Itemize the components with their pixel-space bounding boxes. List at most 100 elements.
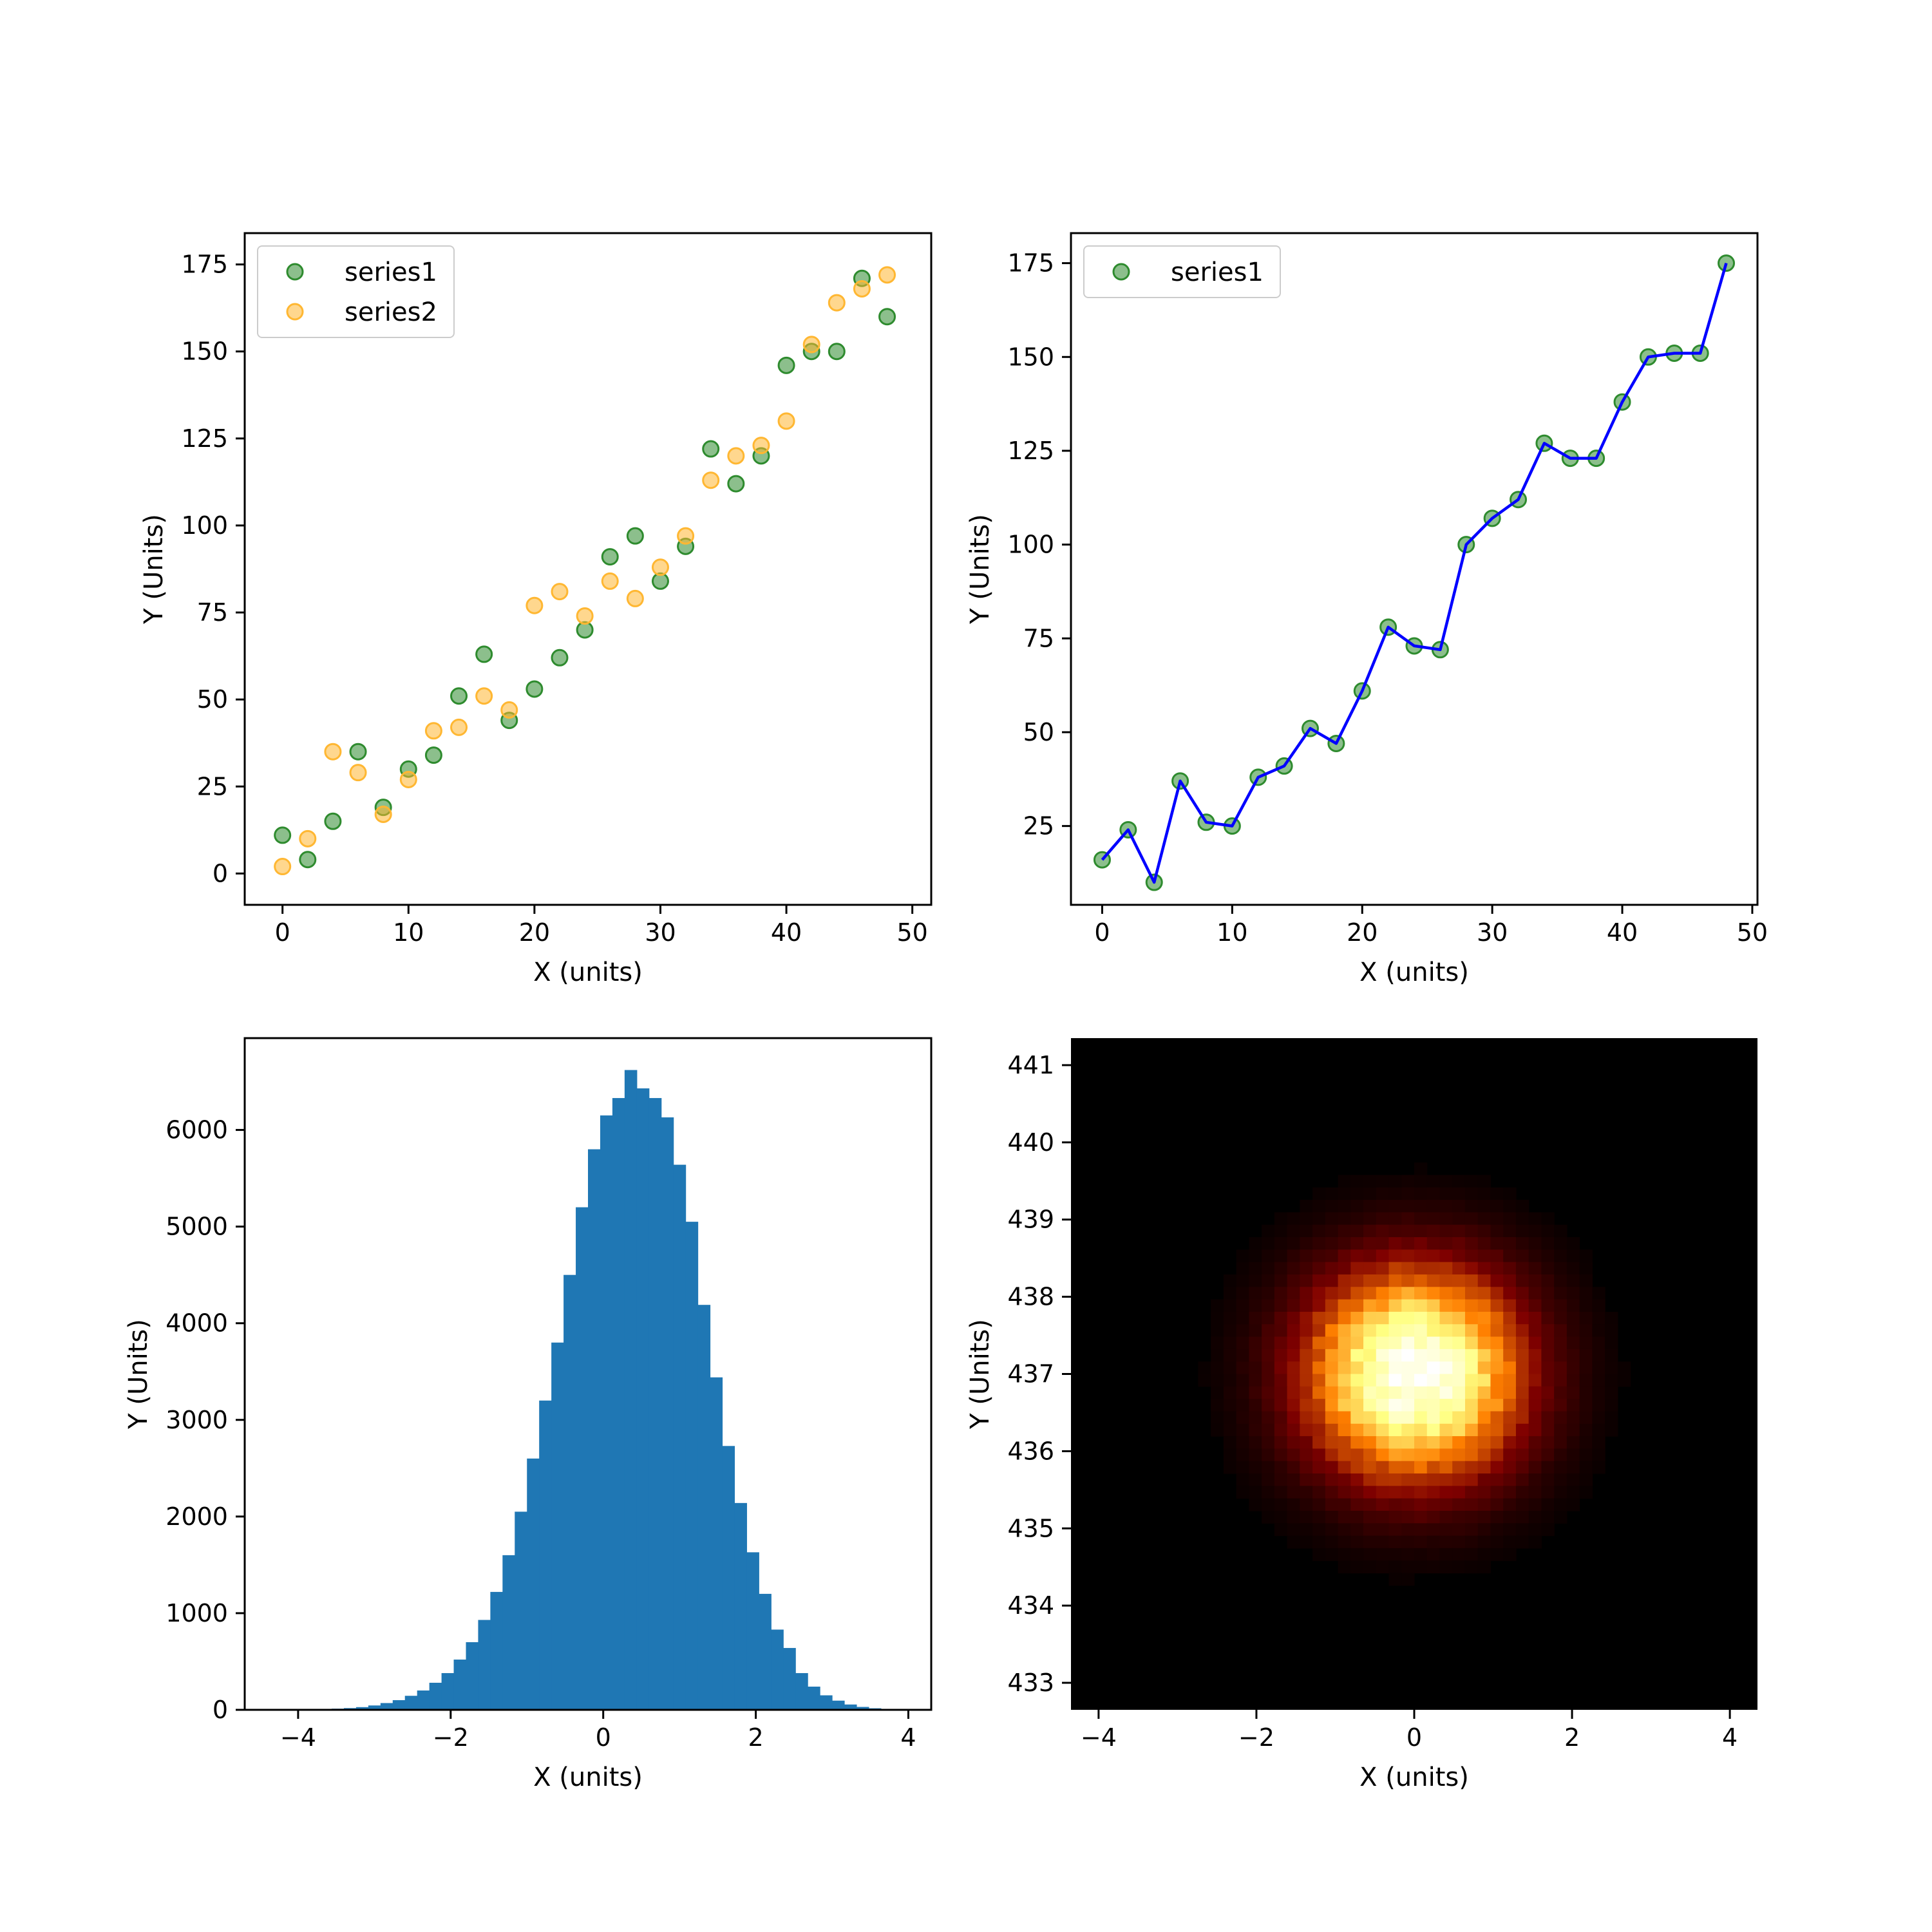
- heatmap-cell: [1376, 1299, 1390, 1312]
- heatmap-cell: [1477, 1212, 1492, 1226]
- data-point: [349, 743, 367, 761]
- heatmap-cell: [1401, 1510, 1415, 1524]
- heatmap-cell: [1515, 1486, 1530, 1499]
- heatmap-cell: [1363, 1386, 1377, 1399]
- heatmap-cell: [1566, 1324, 1580, 1338]
- heatmap-cell: [1503, 1224, 1517, 1238]
- heatmap-cell: [1236, 1299, 1249, 1312]
- heatmap-cell: [1376, 1411, 1390, 1425]
- heatmap-cell: [1388, 1262, 1402, 1275]
- heatmap-cell: [1439, 1311, 1453, 1325]
- heatmap-cell: [1338, 1274, 1351, 1287]
- heatmap-cell: [1262, 1249, 1275, 1263]
- heatmap-cell: [1490, 1411, 1504, 1425]
- heatmap-cell: [1464, 1399, 1479, 1412]
- heatmap-cell: [1566, 1249, 1580, 1263]
- heatmap-cell: [1401, 1287, 1415, 1300]
- legend-frame: [257, 245, 455, 338]
- heatmap-cell: [1376, 1175, 1390, 1188]
- heatmap-cell: [1477, 1448, 1492, 1462]
- heatmap-cell: [1401, 1399, 1415, 1412]
- heatmap-cell: [1541, 1249, 1555, 1263]
- heatmap-cell: [1350, 1299, 1364, 1312]
- x-tick-label: 50: [896, 918, 927, 947]
- heatmap-cell: [1414, 1175, 1428, 1188]
- heatmap-cell: [1401, 1573, 1415, 1586]
- heatmap-cell: [1452, 1212, 1466, 1226]
- heatmap-cell: [1515, 1336, 1530, 1350]
- histogram-bar: [661, 1117, 674, 1710]
- heatmap-cell: [1477, 1486, 1492, 1499]
- heatmap-cell: [1592, 1361, 1605, 1375]
- heatmap-cell: [1477, 1560, 1492, 1574]
- histogram-bar: [710, 1377, 723, 1710]
- heatmap-cell: [1414, 1287, 1428, 1300]
- heatmap-cell: [1490, 1386, 1504, 1399]
- x-axis-label: X (units): [1359, 958, 1469, 987]
- heatmap-cell: [1338, 1175, 1351, 1188]
- heatmap-cell: [1452, 1374, 1466, 1387]
- heatmap-cell: [1515, 1498, 1530, 1511]
- heatmap-cell: [1503, 1486, 1517, 1499]
- heatmap-cell: [1376, 1349, 1390, 1362]
- heatmap-cell: [1388, 1448, 1402, 1462]
- heatmap-cell: [1376, 1324, 1390, 1338]
- heatmap-cell: [1579, 1336, 1593, 1350]
- heatmap-cell: [1401, 1224, 1415, 1238]
- heatmap-cell: [1376, 1473, 1390, 1486]
- y-axis-ticks: 0 1000 2000 3000 4000 5000 6000: [166, 1116, 245, 1724]
- heatmap-cell: [1490, 1498, 1504, 1511]
- heatmap-cell: [1236, 1436, 1249, 1449]
- heatmap-cell: [1401, 1448, 1415, 1462]
- heatmap-cell: [1287, 1535, 1300, 1549]
- heatmap-cell: [1528, 1324, 1542, 1338]
- heatmap-cell: [1388, 1349, 1402, 1362]
- heatmap-cell: [1477, 1361, 1492, 1375]
- heatmap-cell: [1223, 1374, 1237, 1387]
- heatmap-cell: [1515, 1411, 1530, 1425]
- heatmap-cell: [1249, 1274, 1262, 1287]
- heatmap-cell: [1452, 1262, 1466, 1275]
- heatmap-cell: [1426, 1510, 1441, 1524]
- heatmap-cell: [1414, 1336, 1428, 1350]
- heatmap-cell: [1503, 1448, 1517, 1462]
- heatmap-cell: [1249, 1473, 1262, 1486]
- heatmap-cell: [1426, 1361, 1441, 1375]
- heatmap-cell: [1426, 1423, 1441, 1437]
- heatmap-cell: [1426, 1498, 1441, 1511]
- heatmap-cell: [1338, 1535, 1351, 1549]
- line-panel: 0 10 20 30 40 50 25 50 75 100 125 150 175 X (units) Y …: [965, 232, 1768, 987]
- heatmap-cell: [1338, 1374, 1351, 1387]
- data-point: [727, 447, 745, 465]
- heatmap-cell: [1515, 1212, 1530, 1226]
- heatmap-cell: [1439, 1486, 1453, 1499]
- y-axis-label: Y (Units): [124, 1319, 153, 1430]
- heatmap-cell: [1223, 1411, 1237, 1425]
- heatmap-cell: [1490, 1187, 1504, 1200]
- data-point: [677, 527, 695, 545]
- heatmap-cell: [1477, 1423, 1492, 1437]
- heatmap-cell: [1338, 1224, 1351, 1238]
- data-point: [702, 440, 720, 458]
- heatmap-cell: [1464, 1262, 1479, 1275]
- heatmap-cell: [1452, 1436, 1466, 1449]
- heatmap-cell: [1363, 1175, 1377, 1188]
- heatmap-cell: [1376, 1498, 1390, 1511]
- heatmap-cell: [1325, 1498, 1339, 1511]
- heatmap-cell: [1249, 1498, 1262, 1511]
- y-tick-label: 440: [1007, 1128, 1054, 1157]
- heatmap-cell: [1338, 1237, 1351, 1250]
- heatmap-cell: [1464, 1187, 1479, 1200]
- heatmap-cell: [1515, 1287, 1530, 1300]
- data-point: [626, 527, 644, 545]
- heatmap-cell: [1592, 1287, 1605, 1300]
- heatmap-cell: [1312, 1436, 1326, 1449]
- heatmap-cell: [1490, 1399, 1504, 1412]
- heatmap-cell: [1262, 1299, 1275, 1312]
- heatmap-cell: [1439, 1448, 1453, 1462]
- heatmap-cell: [1401, 1423, 1415, 1437]
- data-point: [626, 589, 644, 607]
- heatmap-cell: [1464, 1361, 1479, 1375]
- heatmap-cell: [1388, 1212, 1402, 1226]
